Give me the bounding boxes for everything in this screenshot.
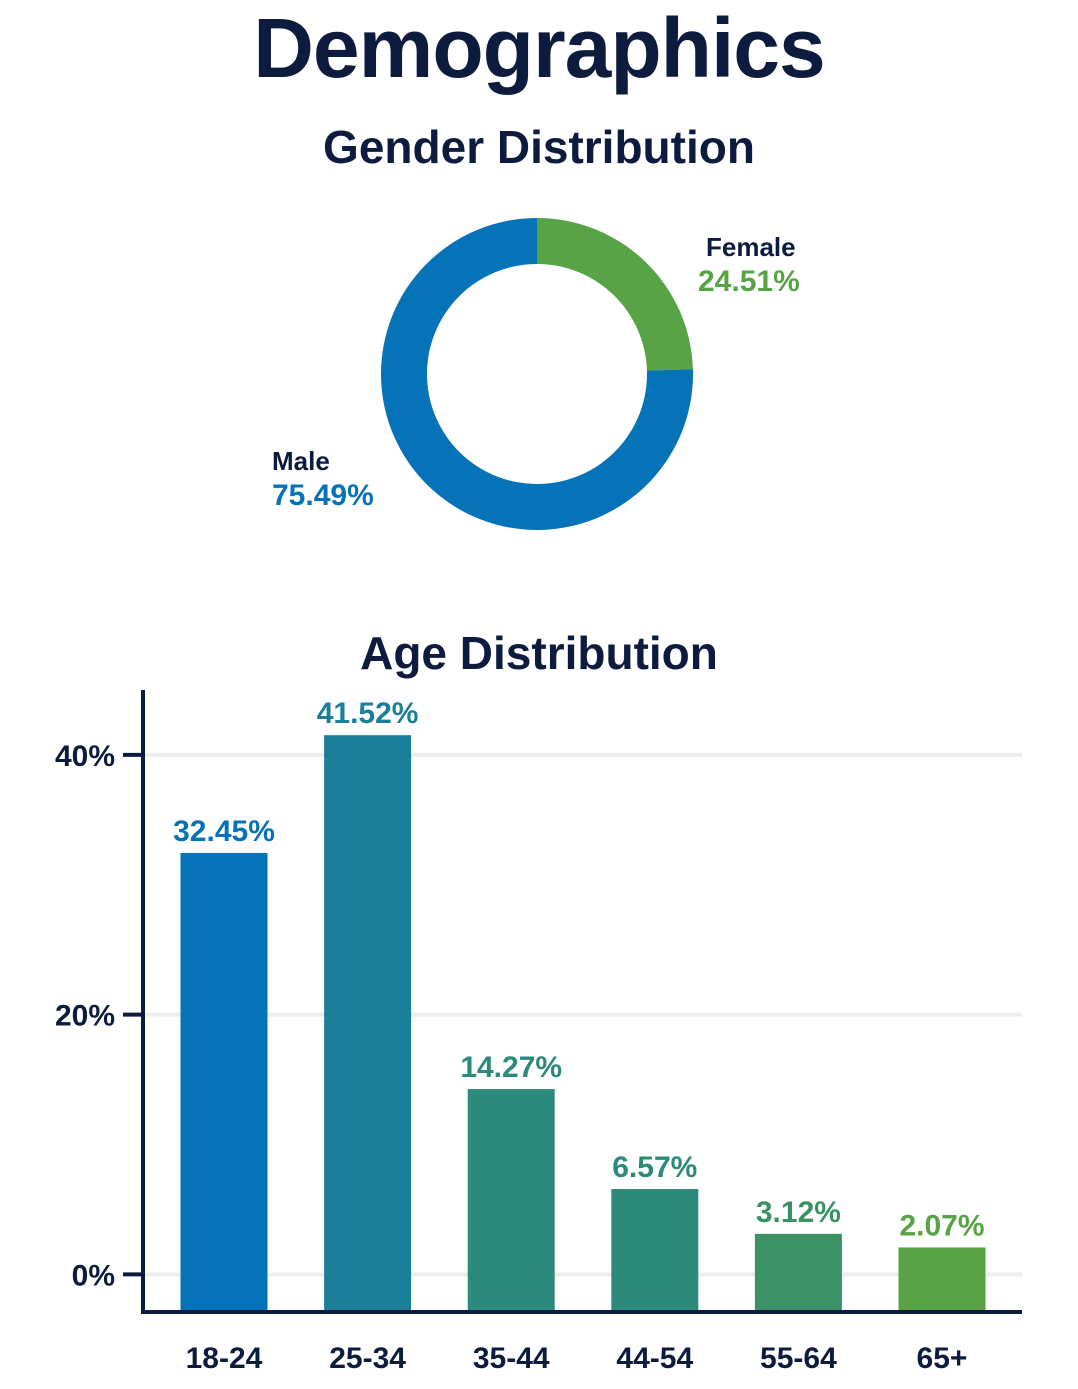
bar-value-label-44-54: 6.57% xyxy=(612,1151,697,1184)
donut-slice-female xyxy=(537,218,693,371)
x-tick-label-25-34: 25-34 xyxy=(329,1342,406,1375)
bar-value-label-18-24: 32.45% xyxy=(173,815,275,848)
bar-18-24 xyxy=(180,852,268,1310)
gender-chart-title: Gender Distribution xyxy=(323,121,755,173)
age-chart-title: Age Distribution xyxy=(360,627,718,679)
bar-35-44 xyxy=(467,1089,555,1310)
bar-value-label-25-34: 41.52% xyxy=(317,697,419,730)
page-title: Demographics xyxy=(253,1,826,95)
donut-slice-male xyxy=(381,218,693,531)
y-tick-label-20: 20% xyxy=(55,1000,115,1033)
donut-label-male: Male xyxy=(272,446,330,476)
bar-65+ xyxy=(898,1247,986,1310)
x-tick-label-35-44: 35-44 xyxy=(473,1342,550,1375)
x-tick-label-44-54: 44-54 xyxy=(616,1342,693,1375)
x-tick-label-65+: 65+ xyxy=(917,1342,968,1375)
y-tick-label-40: 40% xyxy=(55,740,115,773)
bar-value-label-65+: 2.07% xyxy=(899,1209,984,1242)
donut-label-female: Female xyxy=(706,232,796,262)
bar-44-54 xyxy=(611,1189,699,1310)
bar-55-64 xyxy=(754,1233,842,1310)
x-tick-label-18-24: 18-24 xyxy=(186,1342,263,1375)
x-tick-label-55-64: 55-64 xyxy=(760,1342,837,1375)
y-tick-label-0: 0% xyxy=(72,1259,115,1292)
donut-value-female: 24.51% xyxy=(698,265,800,298)
bar-value-label-55-64: 3.12% xyxy=(756,1196,841,1229)
bar-25-34 xyxy=(324,735,412,1310)
donut-value-male: 75.49% xyxy=(272,479,374,512)
bar-value-label-35-44: 14.27% xyxy=(460,1051,562,1084)
